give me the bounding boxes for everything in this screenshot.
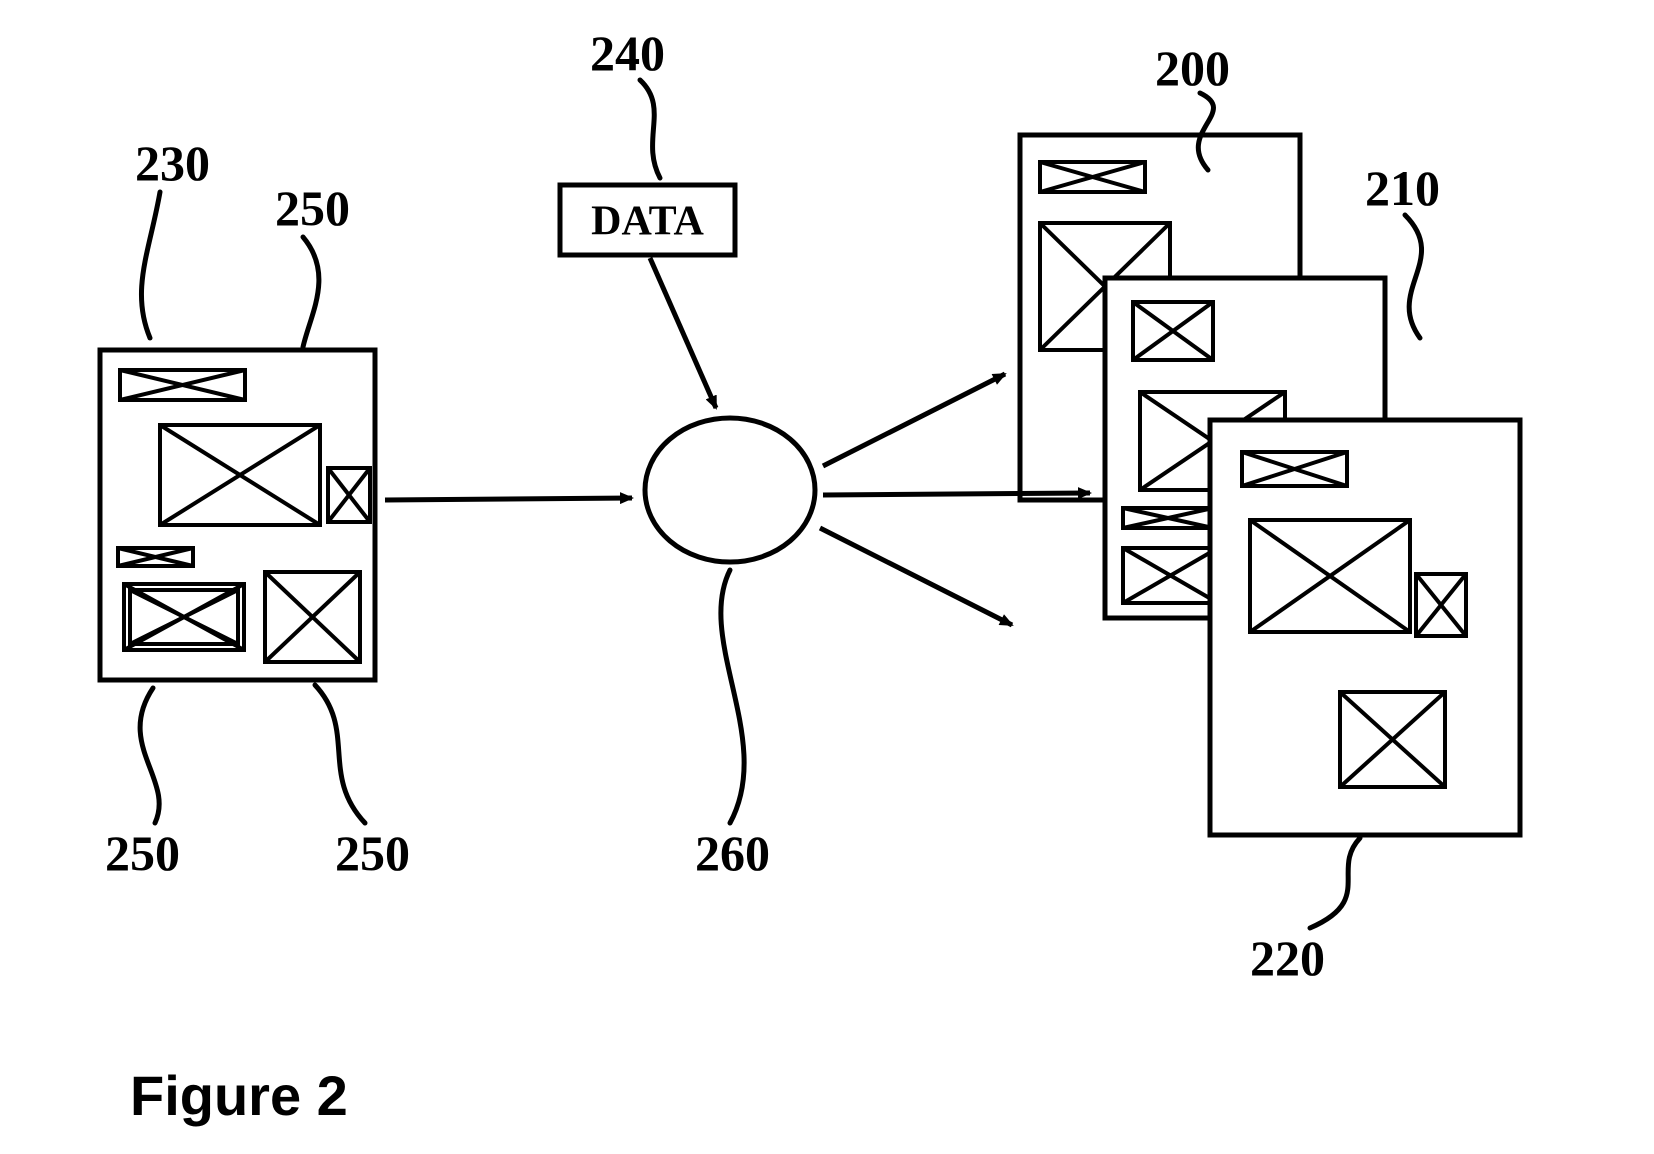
leader-l250br: [315, 685, 365, 823]
arrow-process-to-210: [823, 493, 1090, 495]
process-node-260: [645, 418, 815, 562]
figure-2-diagram: DATA 230 250 240 200 210 250 250 260 220 Figure 2: [0, 0, 1654, 1154]
source-page-230: [100, 350, 375, 680]
leader-l240: [640, 80, 660, 178]
arrow-data-to-process: [650, 258, 716, 408]
arrow-process-to-200: [823, 374, 1005, 466]
label-l240: 240: [590, 25, 665, 81]
label-l210: 210: [1365, 160, 1440, 216]
label-l250top: 250: [275, 180, 350, 236]
label-l260: 260: [695, 825, 770, 881]
label-l220: 220: [1250, 930, 1325, 986]
leader-l260: [721, 570, 744, 823]
figure-caption: Figure 2: [130, 1064, 348, 1127]
label-l200: 200: [1155, 40, 1230, 96]
leader-l250bl: [140, 688, 159, 823]
leader-l230: [141, 192, 160, 338]
leader-l250top: [303, 237, 319, 347]
data-box-240: DATA: [560, 185, 735, 255]
output-page-220: [1210, 420, 1520, 835]
data-box-label: DATA: [591, 199, 704, 245]
label-l230: 230: [135, 135, 210, 191]
label-l250bl: 250: [105, 825, 180, 881]
leader-l210: [1405, 215, 1422, 338]
arrow-process-to-220: [820, 528, 1012, 625]
label-l250br: 250: [335, 825, 410, 881]
arrow-source-to-process: [385, 498, 632, 500]
leader-l220: [1310, 838, 1360, 928]
